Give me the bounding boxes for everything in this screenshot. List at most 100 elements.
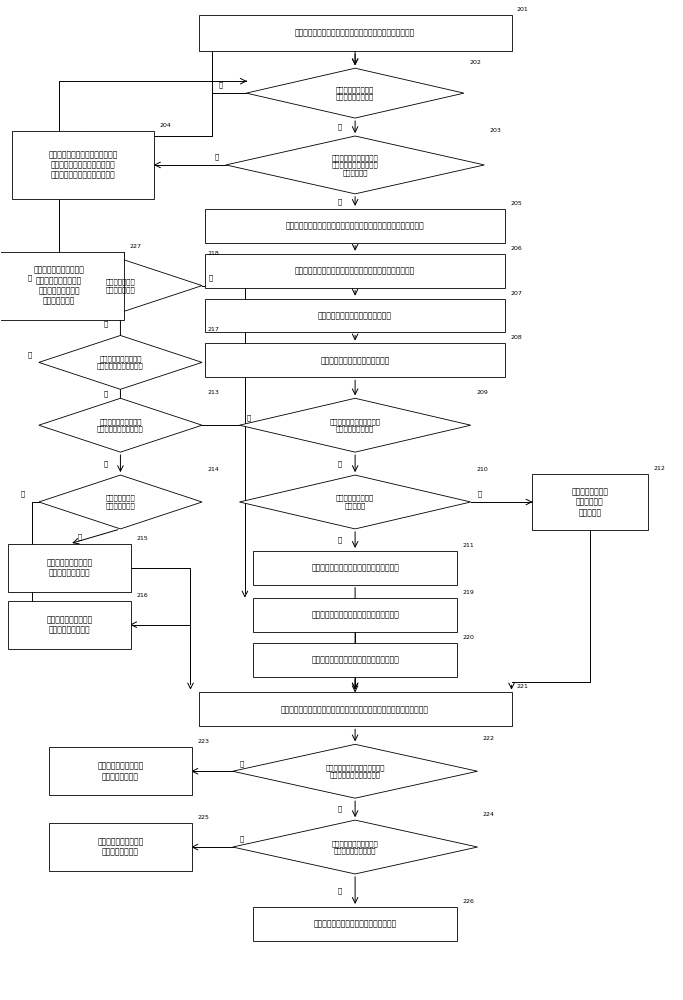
Text: 判斷差值是否大于第一標志
位區間中最大的數值: 判斷差值是否大于第一標志 位區間中最大的數值 [330,418,380,432]
Text: 確定至少一個設定值中的最大設定值: 確定至少一個設定值中的最大設定值 [318,311,392,320]
FancyBboxPatch shape [206,343,505,377]
Text: 在第二標志位區間中，
確定第二反向改變量: 在第二標志位區間中， 確定第二反向改變量 [46,558,92,578]
Polygon shape [39,335,202,389]
Polygon shape [39,398,202,452]
Text: 225: 225 [197,815,209,820]
Polygon shape [39,259,202,313]
Text: 是: 是 [338,124,342,130]
Text: 計算基準值和最大設定值間的差值: 計算基準值和最大設定值間的差值 [320,356,390,365]
Text: 219: 219 [462,590,475,595]
FancyBboxPatch shape [253,551,457,585]
Text: 是: 是 [103,460,108,467]
Text: 224: 224 [483,812,495,817]
FancyBboxPatch shape [253,643,457,677]
Text: 判斷差值是否大于第三
標志位區間中最大的數值: 判斷差值是否大于第三 標志位區間中最大的數值 [97,355,144,369]
Polygon shape [240,475,471,529]
Text: 216: 216 [136,593,148,598]
Text: 221: 221 [517,684,529,689]
Text: 根據確定的改變量和當前控制參數，計算調整后的控制參數對應的第一值: 根據確定的改變量和當前控制參數，計算調整后的控制參數對應的第一值 [281,705,429,714]
Text: 201: 201 [517,7,529,12]
Text: 設置第一標志位區間、第二標志位區間以及第三標志位區間: 設置第一標志位區間、第二標志位區間以及第三標志位區間 [295,29,415,38]
Text: 是: 是 [240,836,244,842]
Text: 否: 否 [247,414,251,421]
Text: 是: 是 [209,274,213,281]
Text: 215: 215 [136,536,148,541]
Text: 213: 213 [208,390,219,395]
Text: 211: 211 [462,543,474,548]
Text: 確定當前壓縮機運轉采樣周期中控制參數的至少一個設定值: 確定當前壓縮機運轉采樣周期中控制參數的至少一個設定值 [295,266,415,275]
Text: 否: 否 [103,390,108,397]
Text: 判斷當前壓縮機運轉采樣
周期是否為第一次壓縮機
運轉采樣周期: 判斷當前壓縮機運轉采樣 周期是否為第一次壓縮機 運轉采樣周期 [332,154,378,176]
Text: 214: 214 [208,467,219,472]
Text: 否: 否 [28,274,32,281]
FancyBboxPatch shape [8,601,130,649]
Text: 否: 否 [28,351,32,358]
Polygon shape [226,136,484,194]
FancyBboxPatch shape [253,598,457,632]
Text: 203: 203 [490,128,501,133]
FancyBboxPatch shape [199,15,512,51]
Polygon shape [247,68,464,118]
Text: 判斷第一值是否大于預先設定的
數值區間中的任意一個數值: 判斷第一值是否大于預先設定的 數值區間中的任意一個數值 [325,764,385,778]
FancyBboxPatch shape [12,131,154,199]
Text: 判斷第一值是否小于數值
區間中的任意一個數值: 判斷第一值是否小于數值 區間中的任意一個數值 [332,840,378,854]
Text: 判斷最大誤差值
是否大于基準值: 判斷最大誤差值 是否大于基準值 [106,495,135,509]
Text: 是: 是 [103,321,108,327]
Text: 將控制參數調整為數值
區間中最大的數值: 將控制參數調整為數值 區間中最大的數值 [97,762,143,781]
FancyBboxPatch shape [206,299,505,332]
FancyBboxPatch shape [199,692,512,726]
Text: 在第二標志位區間中，
確定第二正向改變量: 在第二標志位區間中， 確定第二正向改變量 [46,615,92,634]
Text: 否: 否 [338,887,342,894]
Text: 將控制參數調整為數值
區間中最小的數值: 將控制參數調整為數值 區間中最小的數值 [97,837,143,857]
Text: 是: 是 [338,460,342,467]
Text: 將上一次壓縮機運轉采樣周期中控制參數的最大誤差值設定為基準值: 將上一次壓縮機運轉采樣周期中控制參數的最大誤差值設定為基準值 [285,221,424,230]
Text: 是: 是 [215,154,219,160]
Text: 否: 否 [21,491,25,497]
Text: 222: 222 [483,736,495,741]
Text: 208: 208 [510,335,522,340]
Text: 判斷最大誤差值是否
大于基準值: 判斷最大誤差值是否 大于基準值 [336,495,374,509]
FancyBboxPatch shape [206,254,505,288]
Polygon shape [240,398,471,452]
Text: 是: 是 [240,760,244,767]
Text: 206: 206 [510,246,522,251]
Text: 218: 218 [208,251,219,256]
Text: 205: 205 [510,201,522,206]
FancyBboxPatch shape [49,747,192,795]
Text: 是: 是 [78,533,82,540]
Text: 否: 否 [338,806,342,812]
Text: 否: 否 [219,82,223,88]
Text: 223: 223 [197,739,209,744]
Text: 是: 是 [338,537,342,543]
Polygon shape [233,744,477,798]
Text: 207: 207 [510,291,522,296]
Text: 212: 212 [653,466,665,471]
Text: 217: 217 [208,327,219,332]
Polygon shape [39,475,202,529]
FancyBboxPatch shape [253,907,457,941]
FancyBboxPatch shape [206,209,505,243]
Text: 判斷是否達到壓縮機
采樣周期的開始時間: 判斷是否達到壓縮機 采樣周期的開始時間 [336,86,374,100]
Text: 204: 204 [160,123,171,128]
Text: 在第一標志位區間中，確定第一反向改變量: 在第一標志位區間中，確定第一反向改變量 [311,563,399,572]
Text: 220: 220 [462,635,475,640]
Text: 將控制參數調整為數值區間中最大的數值: 將控制參數調整為數值區間中最大的數值 [313,919,397,928]
Text: 判斷差值是否大于第二
標志位區間中最大的數值: 判斷差值是否大于第二 標志位區間中最大的數值 [97,418,144,432]
Text: 在至少一個誤差值中確定
下一次壓縮機運轉采樣
周期的基準值，以及
維持標志位不變: 在至少一個誤差值中確定 下一次壓縮機運轉采樣 周期的基準值，以及 維持標志位不變 [33,265,85,306]
Text: 否: 否 [477,491,482,497]
FancyBboxPatch shape [532,474,647,530]
Text: 在第一標志位區間
中，確定第一
正向改變量: 在第一標志位區間 中，確定第一 正向改變量 [571,487,609,517]
Text: 209: 209 [476,390,488,395]
Polygon shape [233,820,477,874]
Text: 210: 210 [476,467,488,472]
Text: 在第三標志位區間中，確定第三正向改變量: 在第三標志位區間中，確定第三正向改變量 [311,655,399,664]
Text: 判斷最大誤差值
是否大于基準值: 判斷最大誤差值 是否大于基準值 [106,278,135,293]
FancyBboxPatch shape [8,544,130,592]
FancyBboxPatch shape [49,823,192,871]
Text: 否: 否 [338,198,342,205]
Text: 226: 226 [462,899,475,904]
Text: 227: 227 [129,244,141,249]
FancyBboxPatch shape [0,252,124,320]
Text: 采集當前壓縮機運轉采樣周期中的
至少一個當前誤差值，確定至少
一個當前誤差值中的最大誤差值: 采集當前壓縮機運轉采樣周期中的 至少一個當前誤差值，確定至少 一個當前誤差值中的… [48,150,117,180]
Text: 202: 202 [469,60,482,65]
